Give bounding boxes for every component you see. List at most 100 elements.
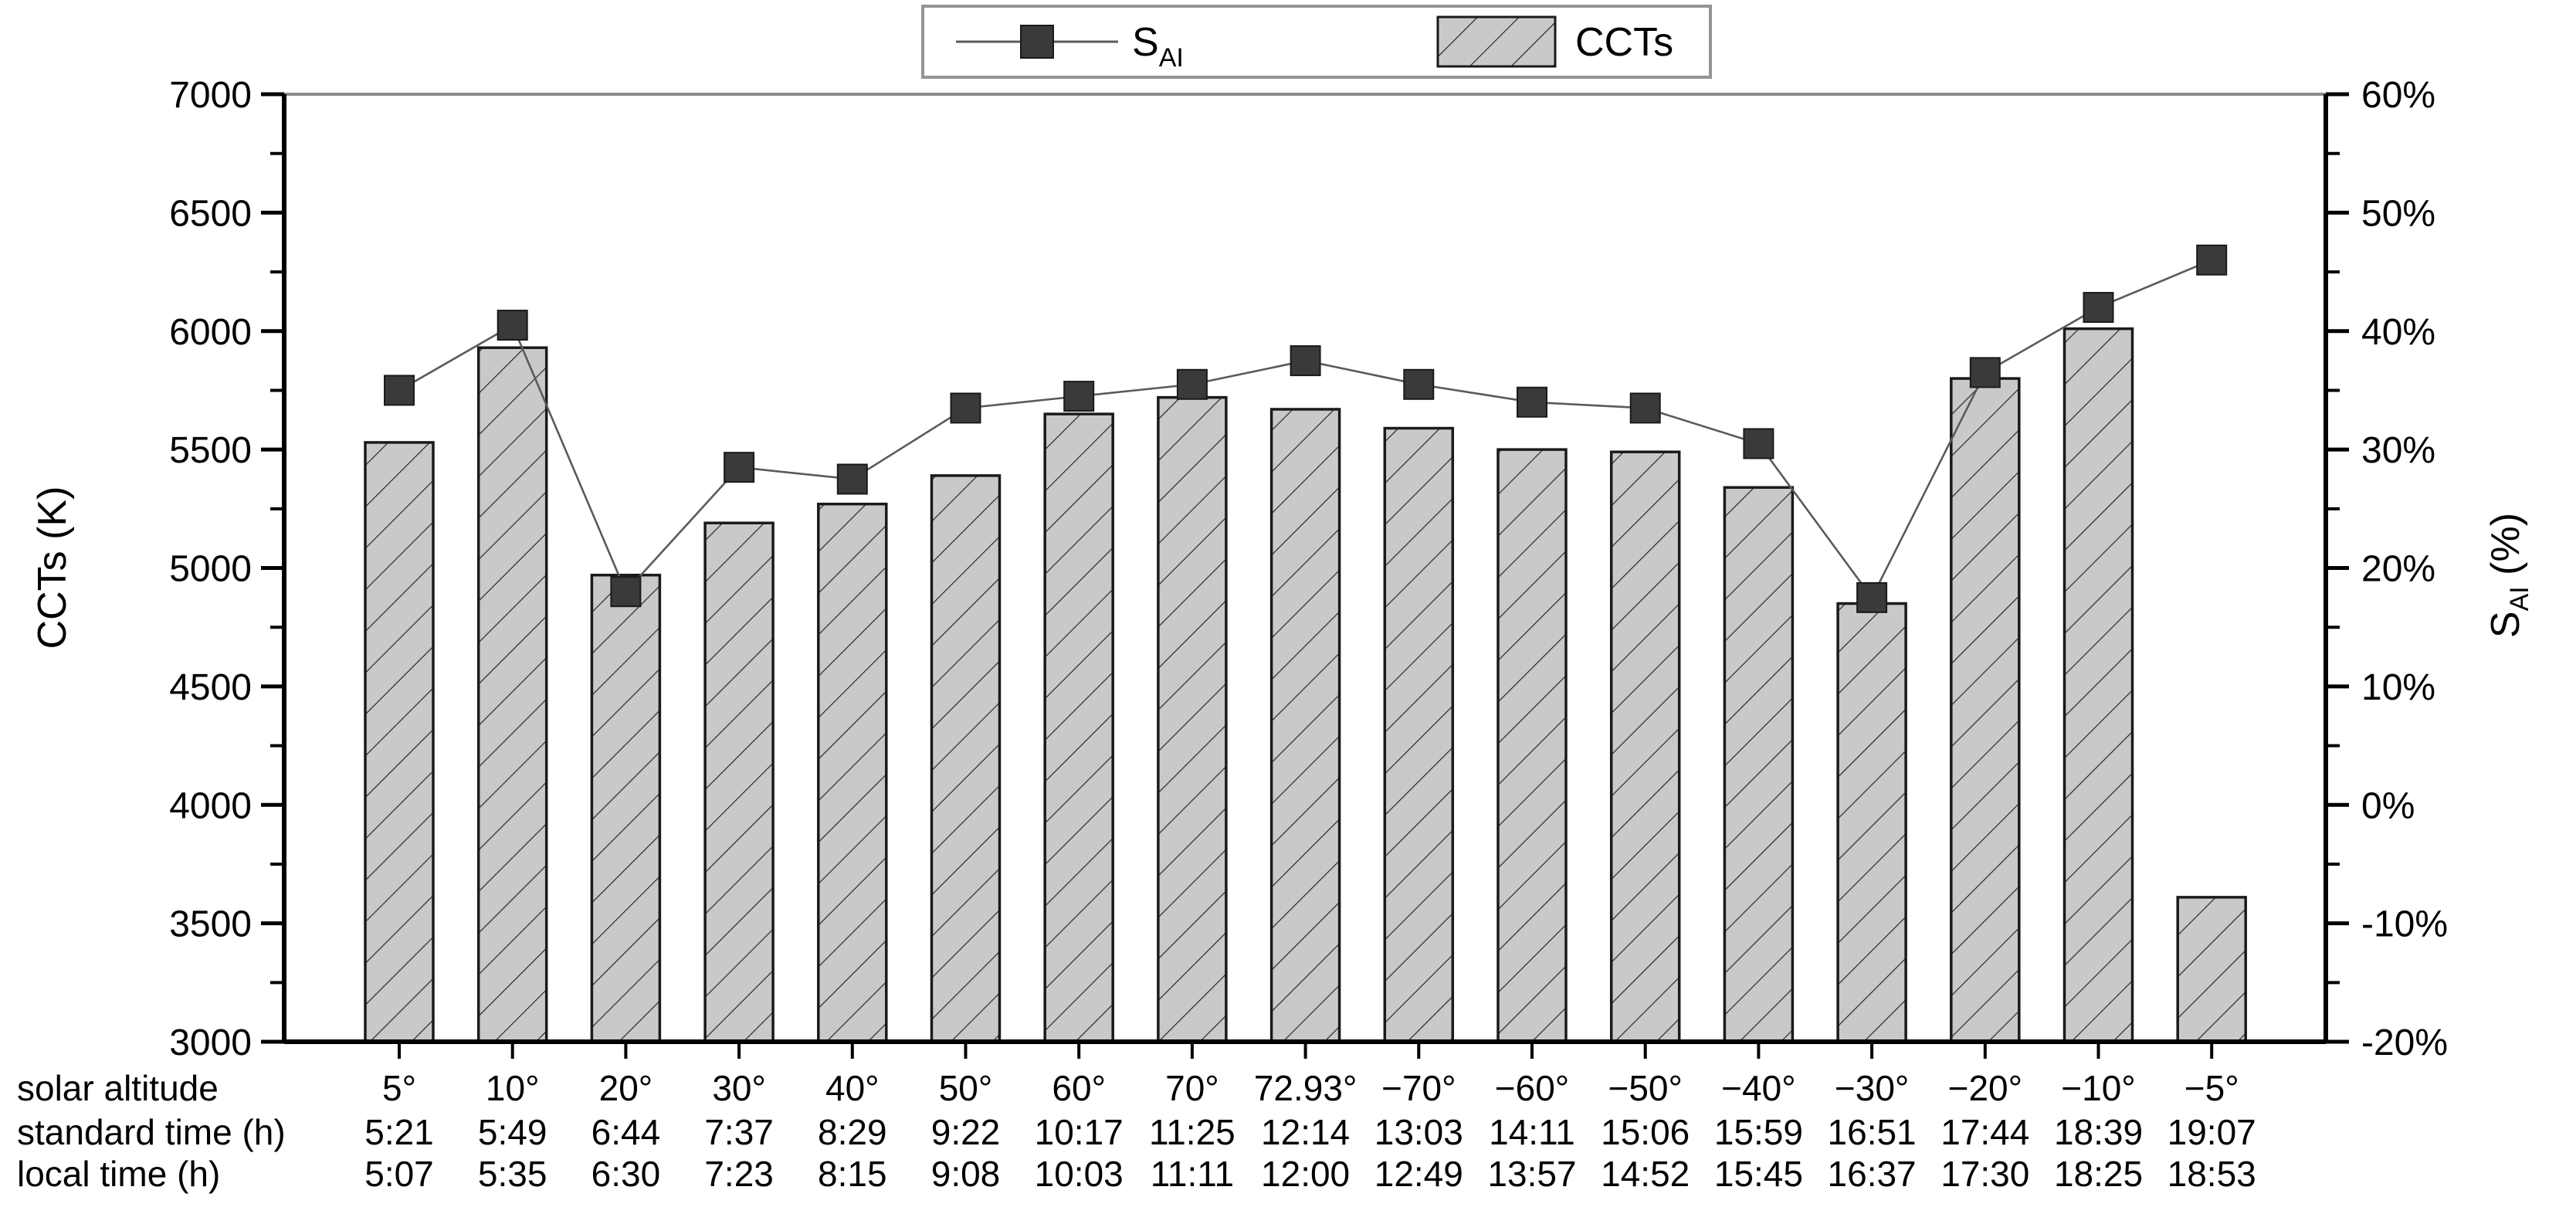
local-time-label: 6:30 <box>591 1154 661 1194</box>
solar-altitude-label: −50° <box>1608 1068 1682 1108</box>
cct-bar <box>364 441 435 1043</box>
standard-time-label: 15:06 <box>1601 1112 1690 1152</box>
ccts-hatch-swatch-icon <box>1436 15 1557 68</box>
local-time-label: 13:57 <box>1487 1154 1576 1194</box>
sai-marker <box>1517 386 1547 418</box>
cct-bar <box>1609 450 1681 1043</box>
cct-bar <box>1496 448 1568 1043</box>
standard-time-label: 6:44 <box>591 1112 661 1152</box>
solar-altitude-label: 5° <box>382 1068 416 1108</box>
local-time-label: 12:49 <box>1374 1154 1463 1194</box>
standard-time-label: 17:44 <box>1940 1112 2029 1152</box>
standard-time-label: 7:37 <box>704 1112 774 1152</box>
standard-time-label: 8:29 <box>818 1112 887 1152</box>
left-axis-tick-label: 7000 <box>169 75 252 116</box>
cct-bar <box>2176 896 2247 1043</box>
solar-altitude-label: −10° <box>2061 1068 2135 1108</box>
right-axis-tick-label: 30% <box>2361 430 2435 471</box>
solar-altitude-label: 72.93° <box>1254 1068 1357 1108</box>
right-axis-tick-label: -10% <box>2361 904 2448 945</box>
sai-marker <box>1629 392 1661 424</box>
cct-bar <box>703 521 774 1043</box>
solar-altitude-label: 40° <box>825 1068 880 1108</box>
solar-altitude-label: 10° <box>486 1068 540 1108</box>
solar-altitude-label: −40° <box>1721 1068 1795 1108</box>
standard-time-label: 19:07 <box>2168 1112 2256 1152</box>
sai-marker-icon <box>1020 25 1054 59</box>
local-time-label: 17:30 <box>1940 1154 2029 1194</box>
cct-bar <box>590 573 662 1043</box>
plot-frame <box>282 93 2328 1044</box>
solar-altitude-label: 70° <box>1165 1068 1219 1108</box>
local-time-label: 12:00 <box>1261 1154 1350 1194</box>
local-time-label: 8:15 <box>818 1154 887 1194</box>
cct-bar <box>1269 408 1341 1043</box>
cct-bar <box>1157 395 1228 1043</box>
right-axis-tick-label: 60% <box>2361 75 2435 116</box>
sai-marker <box>497 310 528 341</box>
right-axis-tick-label: 20% <box>2361 549 2435 590</box>
legend-label-sai-main: S <box>1132 20 1159 65</box>
legend-label-sai-sub: AI <box>1159 43 1184 73</box>
cct-bar <box>817 502 888 1043</box>
standard-time-label: 15:59 <box>1714 1112 1803 1152</box>
solar-altitude-label: −70° <box>1381 1068 1456 1108</box>
left-axis-tick-label: 4000 <box>169 785 252 826</box>
row-header-standard-time: standard time (h) <box>17 1112 286 1152</box>
left-axis-tick-label: 3000 <box>169 1022 252 1063</box>
sai-marker <box>2196 244 2228 276</box>
sai-marker <box>2083 292 2114 324</box>
cct-bar <box>476 346 548 1043</box>
cct-bar <box>1043 412 1114 1043</box>
sai-marker <box>1856 581 1888 613</box>
right-axis-tick-label: 40% <box>2361 312 2435 353</box>
standard-time-label: 12:14 <box>1261 1112 1350 1152</box>
solar-altitude-label: 60° <box>1052 1068 1106 1108</box>
sai-marker <box>1290 345 1321 377</box>
right-axis-tick-label: 10% <box>2361 667 2435 708</box>
local-time-label: 9:08 <box>931 1154 1001 1194</box>
standard-time-label: 14:11 <box>1489 1112 1575 1152</box>
local-time-label: 5:07 <box>364 1154 434 1194</box>
solar-altitude-label: −30° <box>1835 1068 1909 1108</box>
solar-altitude-label: 50° <box>939 1068 993 1108</box>
local-time-label: 5:35 <box>478 1154 547 1194</box>
solar-altitude-label: −20° <box>1948 1068 2022 1108</box>
legend: SAI CCTs <box>921 5 1712 79</box>
local-time-label: 10:03 <box>1035 1154 1124 1194</box>
local-time-label: 11:11 <box>1151 1154 1234 1194</box>
sai-marker <box>724 452 755 483</box>
sai-marker <box>610 576 642 608</box>
standard-time-label: 16:51 <box>1828 1112 1917 1152</box>
row-header-local-time: local time (h) <box>17 1154 220 1194</box>
sai-marker <box>1403 368 1435 400</box>
right-axis-title-sub: AI <box>2505 586 2534 611</box>
cct-bar <box>1383 426 1455 1043</box>
solar-altitude-label: 30° <box>712 1068 766 1108</box>
sai-marker <box>1743 428 1774 459</box>
local-time-label: 14:52 <box>1601 1154 1690 1194</box>
local-time-label: 18:53 <box>2168 1154 2256 1194</box>
solar-altitude-label: −5° <box>2185 1068 2239 1108</box>
right-axis-tick-label: 0% <box>2361 785 2415 826</box>
sai-marker <box>836 463 868 495</box>
legend-label-ccts: CCTs <box>1575 20 1673 65</box>
left-axis-tick-label: 6000 <box>169 312 252 353</box>
sai-marker <box>1969 357 2001 388</box>
left-axis-tick-label: 5000 <box>169 549 252 590</box>
local-time-label: 18:25 <box>2054 1154 2143 1194</box>
right-axis-tick-label: -20% <box>2361 1022 2448 1063</box>
cct-bar <box>2062 327 2134 1043</box>
local-time-label: 7:23 <box>704 1154 774 1194</box>
right-axis-tick-label: 50% <box>2361 193 2435 234</box>
left-axis-tick-label: 6500 <box>169 193 252 234</box>
standard-time-label: 5:21 <box>364 1112 434 1152</box>
left-axis-tick-label: 5500 <box>169 430 252 471</box>
left-axis-tick-label: 4500 <box>169 667 252 708</box>
cct-bar <box>930 474 1002 1043</box>
standard-time-label: 10:17 <box>1035 1112 1124 1152</box>
cct-bar <box>1836 602 1907 1043</box>
standard-time-label: 13:03 <box>1374 1112 1463 1152</box>
solar-altitude-label: 20° <box>599 1068 653 1108</box>
